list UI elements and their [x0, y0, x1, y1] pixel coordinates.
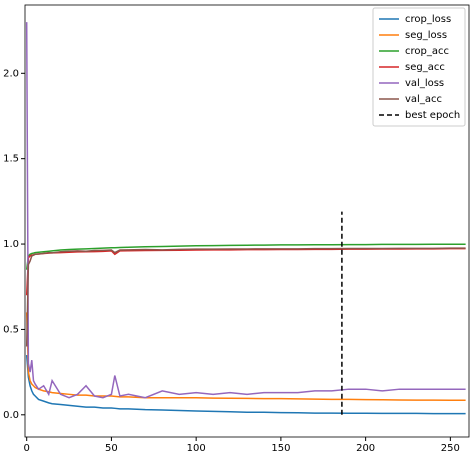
legend-label: seg_acc	[405, 62, 445, 73]
plot-frame	[24, 4, 470, 438]
legend-label: val_loss	[405, 78, 444, 89]
legend-label: best epoch	[405, 110, 460, 121]
legend-label: seg_loss	[405, 30, 447, 41]
legend-label: val_acc	[405, 94, 442, 105]
series-line	[25, 243, 466, 270]
legend-label: crop_acc	[405, 46, 449, 57]
x-tick-label: 200	[356, 443, 375, 454]
series-line	[25, 22, 466, 399]
legend-box	[372, 7, 466, 127]
y-tick-label: 1.5	[3, 154, 19, 165]
x-tick-label: 50	[105, 443, 118, 454]
x-tick-label: 250	[441, 443, 460, 454]
series-line	[25, 312, 466, 402]
y-tick-label: 0.5	[3, 324, 19, 335]
x-tick-label: 0	[24, 443, 30, 454]
series-line	[25, 247, 466, 347]
y-tick-label: 1.0	[3, 239, 19, 250]
x-tick-label: 100	[187, 443, 206, 454]
legend-label: crop_loss	[405, 14, 451, 25]
series-line	[25, 354, 466, 415]
y-tick-label: 2.0	[3, 68, 19, 79]
x-tick-label: 150	[271, 443, 290, 454]
y-tick-label: 0.0	[3, 410, 19, 421]
series-line	[25, 247, 466, 296]
